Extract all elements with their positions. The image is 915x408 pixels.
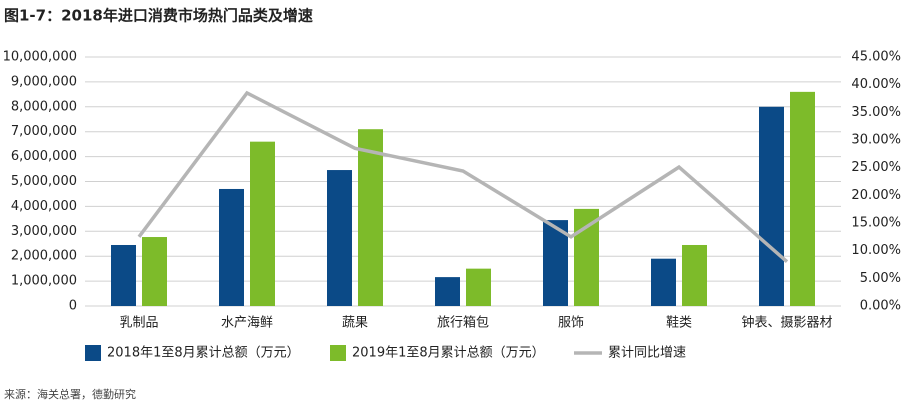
bar	[219, 188, 244, 306]
bar	[435, 277, 460, 306]
y2-tick-label: 40.00%	[851, 77, 901, 92]
y-tick-label: 9,000,000	[11, 74, 77, 89]
line	[137, 90, 789, 264]
bar	[327, 170, 352, 306]
bar	[651, 258, 676, 306]
x-tick-label: 服饰	[558, 316, 584, 331]
bar	[682, 244, 707, 306]
x-tick-label: 蔬果	[342, 316, 368, 331]
bar	[250, 141, 275, 306]
y-tick-label: 2,000,000	[11, 249, 77, 264]
bar	[759, 106, 784, 306]
legend-label: 累计同比增速	[608, 346, 686, 361]
source: 来源：海关总署，德勤研究	[4, 387, 136, 401]
y-tick-label: 4,000,000	[11, 199, 77, 214]
bar	[358, 129, 383, 306]
legend-label: 2018年1至8月累计总额（万元）	[107, 346, 300, 361]
y-tick-label: 5,000,000	[11, 174, 77, 189]
y-tick-label: 6,000,000	[11, 149, 77, 164]
y-tick-label: 0	[69, 299, 77, 314]
y-tick-label: 1,000,000	[11, 274, 77, 289]
y2-tick-label: 0.00%	[860, 299, 901, 314]
y2-tick-label: 25.00%	[851, 160, 901, 175]
y2-tick-label: 30.00%	[851, 133, 901, 148]
x-tick-label: 钟表、摄影器材	[741, 315, 832, 331]
y2-tick-label: 20.00%	[851, 188, 901, 203]
y2-tick-label: 45.00%	[851, 50, 901, 65]
y2-tick-label: 10.00%	[851, 243, 901, 258]
bar	[142, 237, 167, 306]
bar	[574, 208, 599, 306]
x-tick-label: 鞋类	[666, 315, 692, 331]
x-tick-label: 旅行箱包	[437, 315, 489, 331]
chart-title: 图1-7：2018年进口消费市场热门品类及增速	[4, 7, 313, 25]
bar	[111, 244, 136, 306]
x-tick-label: 乳制品	[119, 316, 158, 331]
legend-swatch	[330, 345, 346, 361]
y-tick-label: 7,000,000	[11, 124, 77, 139]
bar	[466, 268, 491, 306]
x-tick-label: 水产海鲜	[221, 316, 273, 331]
y-tick-label: 10,000,000	[3, 50, 77, 65]
y2-tick-label: 15.00%	[851, 216, 901, 231]
y2-tick-label: 35.00%	[851, 105, 901, 120]
legend-label: 2019年1至8月累计总额（万元）	[352, 346, 545, 361]
y2-tick-label: 5.00%	[860, 271, 901, 286]
y-tick-label: 3,000,000	[11, 224, 77, 239]
legend-swatch	[85, 345, 101, 361]
bar	[790, 91, 815, 306]
y-tick-label: 8,000,000	[11, 99, 77, 114]
